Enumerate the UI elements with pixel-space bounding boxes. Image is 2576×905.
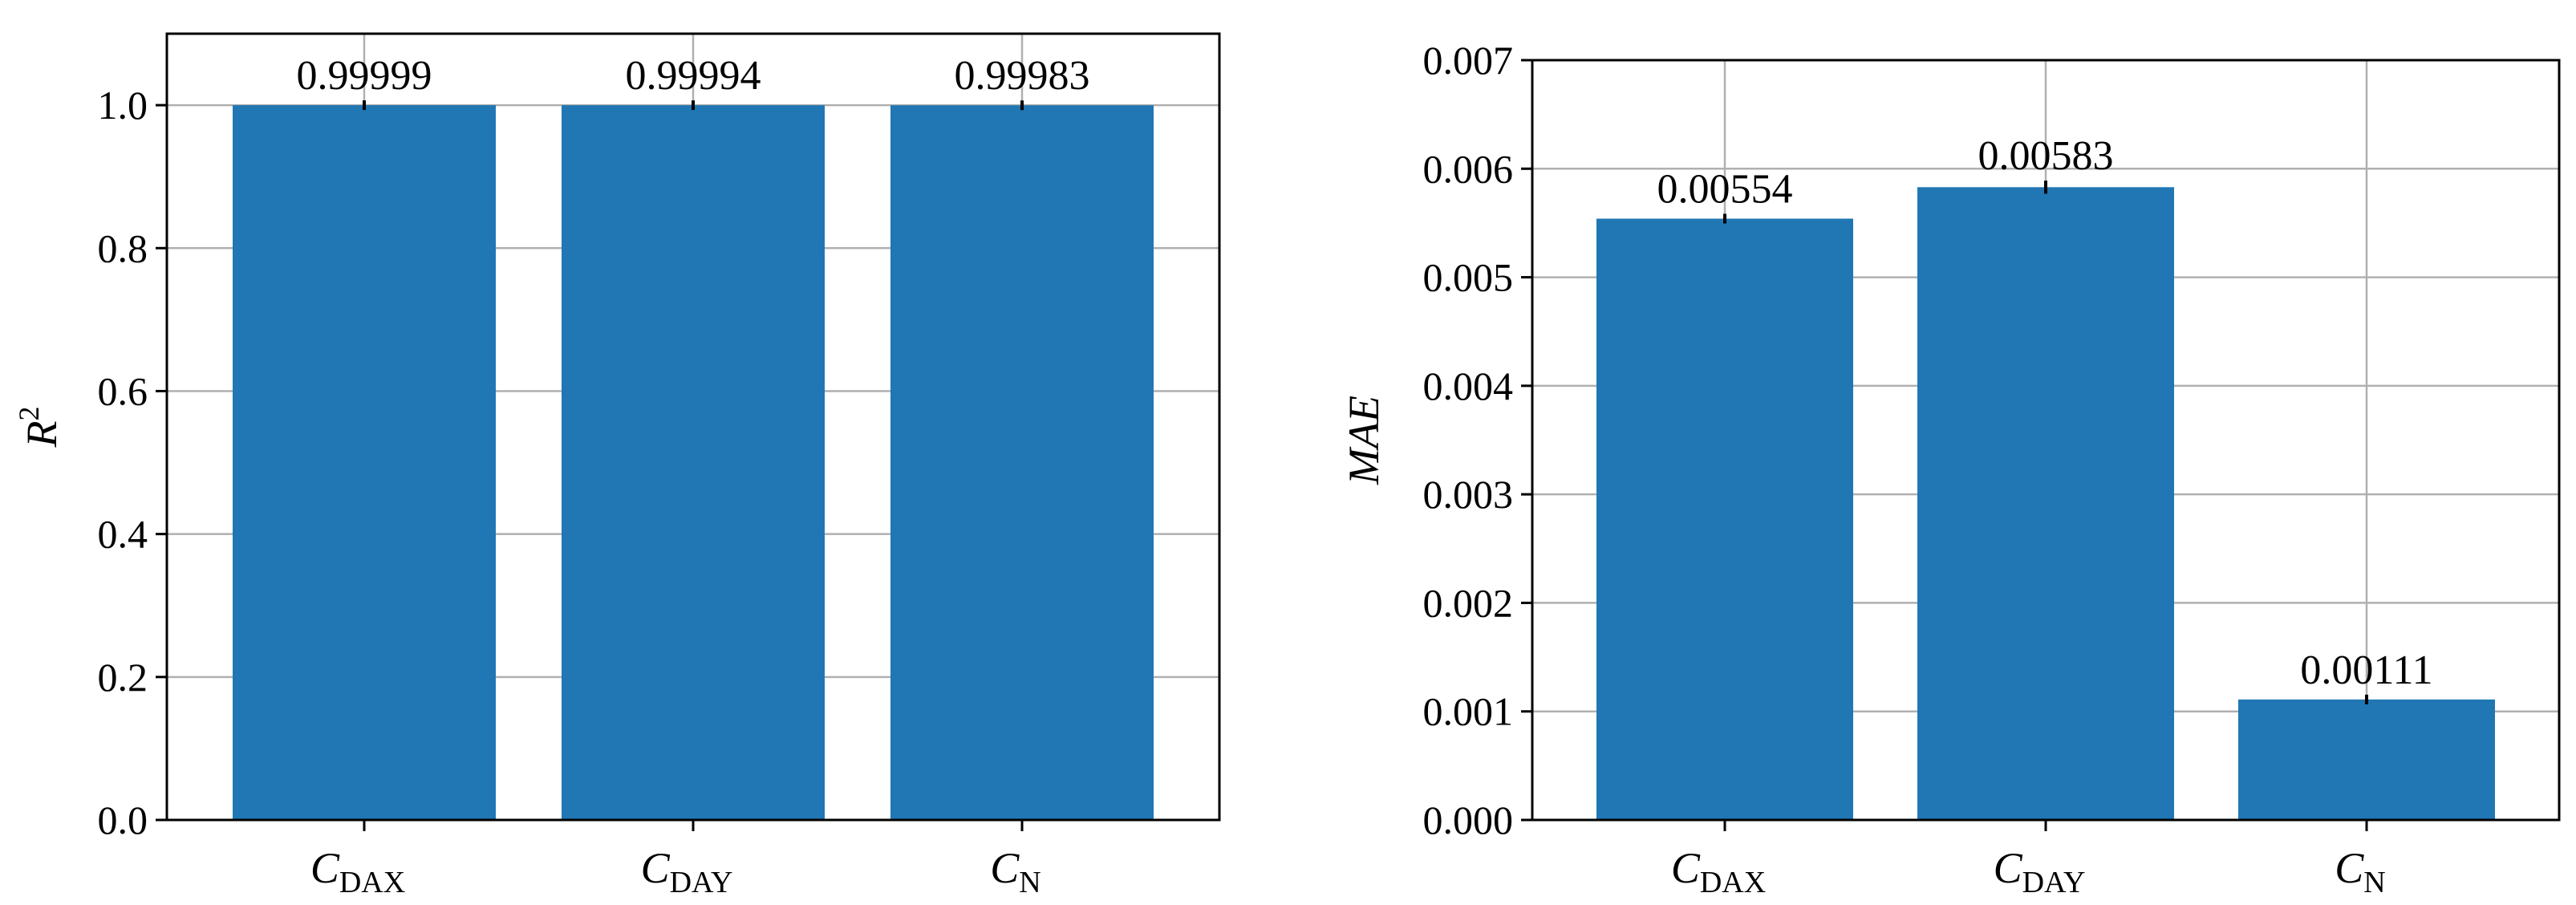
y-axis-label: R2 [13,407,66,448]
y-axis-label-text: R [18,421,66,448]
x-tick-label: CDAY [641,844,733,899]
bar-cn [890,105,1154,820]
x-tick-label-sub: DAY [2022,866,2086,899]
y-tick-label: 1.0 [98,83,148,128]
chart-r2: 0.0 0.2 0.4 0.6 0.8 1.0 0.99999 0.99994 0.99983 C… [13,32,1221,899]
x-tick-label: CN [2335,844,2385,899]
y-tick-label: 0.4 [98,512,148,557]
y-tick-label: 0.6 [98,368,148,413]
y-tick-label: 0.001 [1423,689,1514,734]
bar-cn [2238,699,2495,820]
x-tick-label-sub: DAY [670,866,733,899]
chart-mae: 0.000 0.001 0.002 0.003 0.004 0.005 0.006 0.007… [1340,38,2561,899]
x-tick-label-main: C [2335,844,2364,892]
x-tick-label-main: C [310,844,340,892]
y-axis-label-text: MAE [1340,396,1388,485]
bar-cday [562,105,825,821]
x-tick-label-main: C [1671,844,1701,892]
x-tick-label: CDAX [1671,844,1766,899]
bar-cday [1917,187,2174,820]
y-tick-label: 0.003 [1423,472,1514,517]
x-tick-label: CDAY [1994,844,2086,899]
x-tick-label-main: C [990,844,1020,892]
y-tick-label: 0.000 [1423,797,1514,842]
value-label: 0.00111 [2300,647,2432,693]
bar-cdax [1596,218,1853,820]
x-tick-label-main: C [641,844,671,892]
y-tick-label: 0.007 [1423,38,1514,83]
y-tick-label: 0.0 [98,797,148,842]
value-label: 0.00554 [1657,167,1793,213]
bar-cdax [233,105,496,820]
y-tick-label: 0.002 [1423,580,1514,625]
y-tick-label: 0.004 [1423,363,1514,408]
x-tick-label-sub: DAX [339,866,405,899]
x-tick-label-main: C [1994,844,2023,892]
y-tick-label: 0.006 [1423,146,1514,191]
y-axis-label-superscript: 2 [13,407,45,421]
y-tick-label: 0.8 [98,225,148,270]
y-tick-label: 0.2 [98,655,148,700]
x-tick-label-sub: N [2363,866,2385,899]
x-tick-label-sub: DAX [1700,866,1766,899]
x-tick-label: CDAX [310,844,405,899]
value-label: 0.99983 [955,53,1090,99]
value-label: 0.00583 [1978,133,2114,179]
value-label: 0.99994 [626,53,761,99]
x-tick-label-sub: N [1019,866,1041,899]
y-axis-label: MAE [1340,396,1388,485]
value-label: 0.99999 [297,53,432,99]
y-tick-label: 0.005 [1423,255,1514,300]
x-tick-label: CN [990,844,1041,899]
